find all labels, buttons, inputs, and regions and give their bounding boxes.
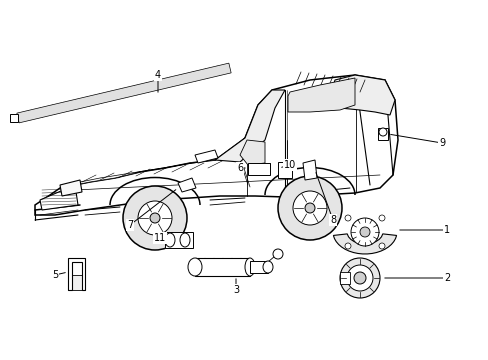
Bar: [339, 272, 349, 284]
Circle shape: [278, 176, 341, 240]
Circle shape: [292, 191, 326, 225]
Text: 6: 6: [237, 163, 243, 173]
Bar: [195, 258, 249, 276]
Polygon shape: [333, 234, 396, 254]
Circle shape: [378, 243, 384, 249]
Circle shape: [123, 186, 186, 250]
Bar: [10, 114, 18, 122]
Text: 3: 3: [232, 285, 239, 295]
Circle shape: [138, 201, 172, 235]
Text: 9: 9: [438, 138, 444, 148]
Circle shape: [345, 243, 350, 249]
Bar: [68, 275, 85, 290]
Circle shape: [353, 272, 365, 284]
Polygon shape: [17, 63, 231, 123]
Bar: [278, 162, 291, 178]
Bar: [249, 261, 267, 273]
Ellipse shape: [244, 258, 254, 276]
Polygon shape: [287, 78, 354, 112]
Circle shape: [339, 258, 379, 298]
Polygon shape: [68, 258, 85, 290]
Polygon shape: [303, 160, 316, 180]
Text: 8: 8: [329, 215, 335, 225]
Ellipse shape: [263, 261, 272, 273]
Polygon shape: [35, 75, 397, 215]
Polygon shape: [75, 152, 229, 185]
Ellipse shape: [180, 233, 190, 247]
Circle shape: [305, 203, 314, 213]
Text: 1: 1: [443, 225, 449, 235]
Text: 4: 4: [155, 70, 161, 80]
Ellipse shape: [187, 258, 202, 276]
Circle shape: [350, 218, 378, 246]
Text: 2: 2: [443, 273, 449, 283]
Circle shape: [346, 265, 372, 291]
Text: 7: 7: [126, 220, 133, 230]
Circle shape: [378, 215, 384, 221]
Circle shape: [150, 213, 160, 223]
Circle shape: [378, 128, 386, 136]
Text: 10: 10: [284, 160, 296, 170]
Text: 11: 11: [154, 233, 166, 243]
Circle shape: [345, 215, 350, 221]
Polygon shape: [60, 180, 82, 196]
Ellipse shape: [164, 233, 175, 247]
Polygon shape: [240, 140, 264, 165]
Circle shape: [272, 249, 283, 259]
Circle shape: [359, 227, 369, 237]
Bar: [164, 232, 193, 248]
Polygon shape: [40, 185, 78, 210]
Text: 5: 5: [52, 270, 58, 280]
Polygon shape: [178, 178, 196, 192]
Polygon shape: [329, 75, 394, 115]
Polygon shape: [195, 150, 218, 163]
Polygon shape: [215, 90, 285, 162]
Bar: [247, 163, 269, 175]
Bar: [377, 128, 387, 140]
